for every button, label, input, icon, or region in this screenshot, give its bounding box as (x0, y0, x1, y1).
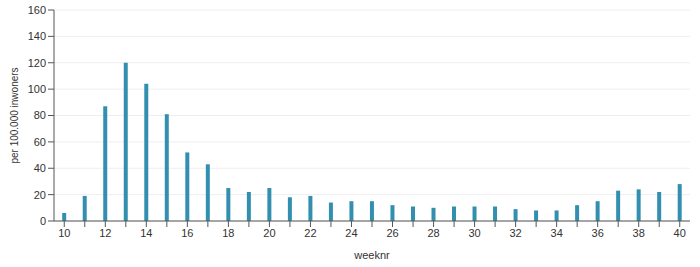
svg-text:28: 28 (427, 227, 439, 239)
svg-text:0: 0 (40, 215, 46, 227)
svg-text:160: 160 (28, 4, 46, 16)
svg-text:32: 32 (509, 227, 521, 239)
svg-text:10: 10 (58, 227, 70, 239)
svg-text:26: 26 (386, 227, 398, 239)
svg-text:weeknr: weeknr (353, 249, 390, 261)
svg-text:22: 22 (304, 227, 316, 239)
svg-text:34: 34 (551, 227, 563, 239)
svg-text:16: 16 (181, 227, 193, 239)
svg-text:20: 20 (34, 189, 46, 201)
svg-text:30: 30 (468, 227, 480, 239)
svg-text:80: 80 (34, 109, 46, 121)
svg-text:36: 36 (592, 227, 604, 239)
svg-text:120: 120 (28, 57, 46, 69)
svg-text:per 100.000 inwoners: per 100.000 inwoners (9, 67, 20, 163)
svg-text:20: 20 (263, 227, 275, 239)
svg-text:12: 12 (99, 227, 111, 239)
svg-text:14: 14 (140, 227, 152, 239)
svg-text:60: 60 (34, 136, 46, 148)
svg-text:38: 38 (633, 227, 645, 239)
svg-text:18: 18 (222, 227, 234, 239)
svg-text:24: 24 (345, 227, 357, 239)
svg-text:40: 40 (34, 162, 46, 174)
svg-text:100: 100 (28, 83, 46, 95)
svg-text:40: 40 (674, 227, 686, 239)
svg-text:140: 140 (28, 30, 46, 42)
